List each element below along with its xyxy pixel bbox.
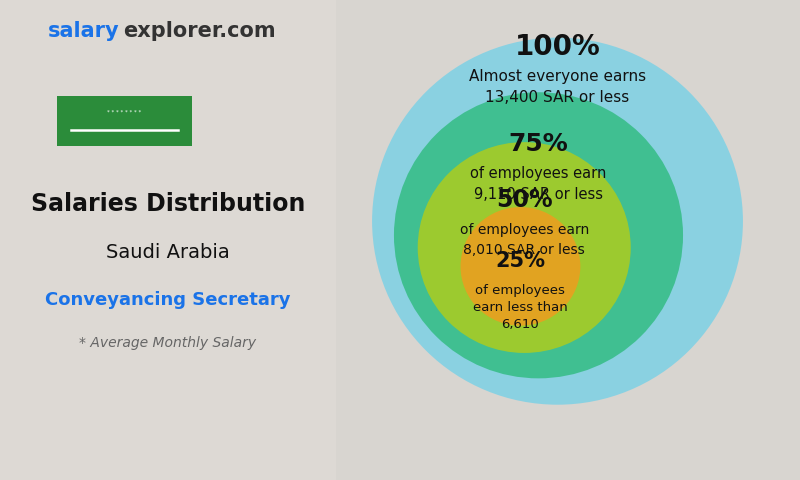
Text: * * * * * * * *: * * * * * * * *	[107, 109, 142, 115]
Text: * Average Monthly Salary: * Average Monthly Salary	[79, 336, 257, 350]
Text: explorer.com: explorer.com	[122, 21, 275, 41]
Text: of employees
earn less than
6,610: of employees earn less than 6,610	[473, 284, 568, 331]
Text: salary: salary	[48, 21, 119, 41]
Text: Saudi Arabia: Saudi Arabia	[106, 242, 230, 262]
Text: Salaries Distribution: Salaries Distribution	[31, 192, 305, 216]
FancyBboxPatch shape	[0, 0, 336, 480]
FancyBboxPatch shape	[57, 96, 191, 146]
Circle shape	[461, 207, 580, 325]
Text: 75%: 75%	[509, 132, 568, 156]
Circle shape	[394, 92, 683, 378]
Circle shape	[418, 142, 630, 353]
Text: 100%: 100%	[514, 33, 600, 61]
Text: of employees earn
9,110 SAR or less: of employees earn 9,110 SAR or less	[470, 166, 606, 202]
Circle shape	[372, 37, 743, 405]
Text: Conveyancing Secretary: Conveyancing Secretary	[46, 291, 290, 309]
Text: Almost everyone earns
13,400 SAR or less: Almost everyone earns 13,400 SAR or less	[469, 69, 646, 105]
Text: 50%: 50%	[496, 189, 553, 213]
Text: of employees earn
8,010 SAR or less: of employees earn 8,010 SAR or less	[460, 223, 589, 257]
Text: 25%: 25%	[495, 251, 546, 271]
